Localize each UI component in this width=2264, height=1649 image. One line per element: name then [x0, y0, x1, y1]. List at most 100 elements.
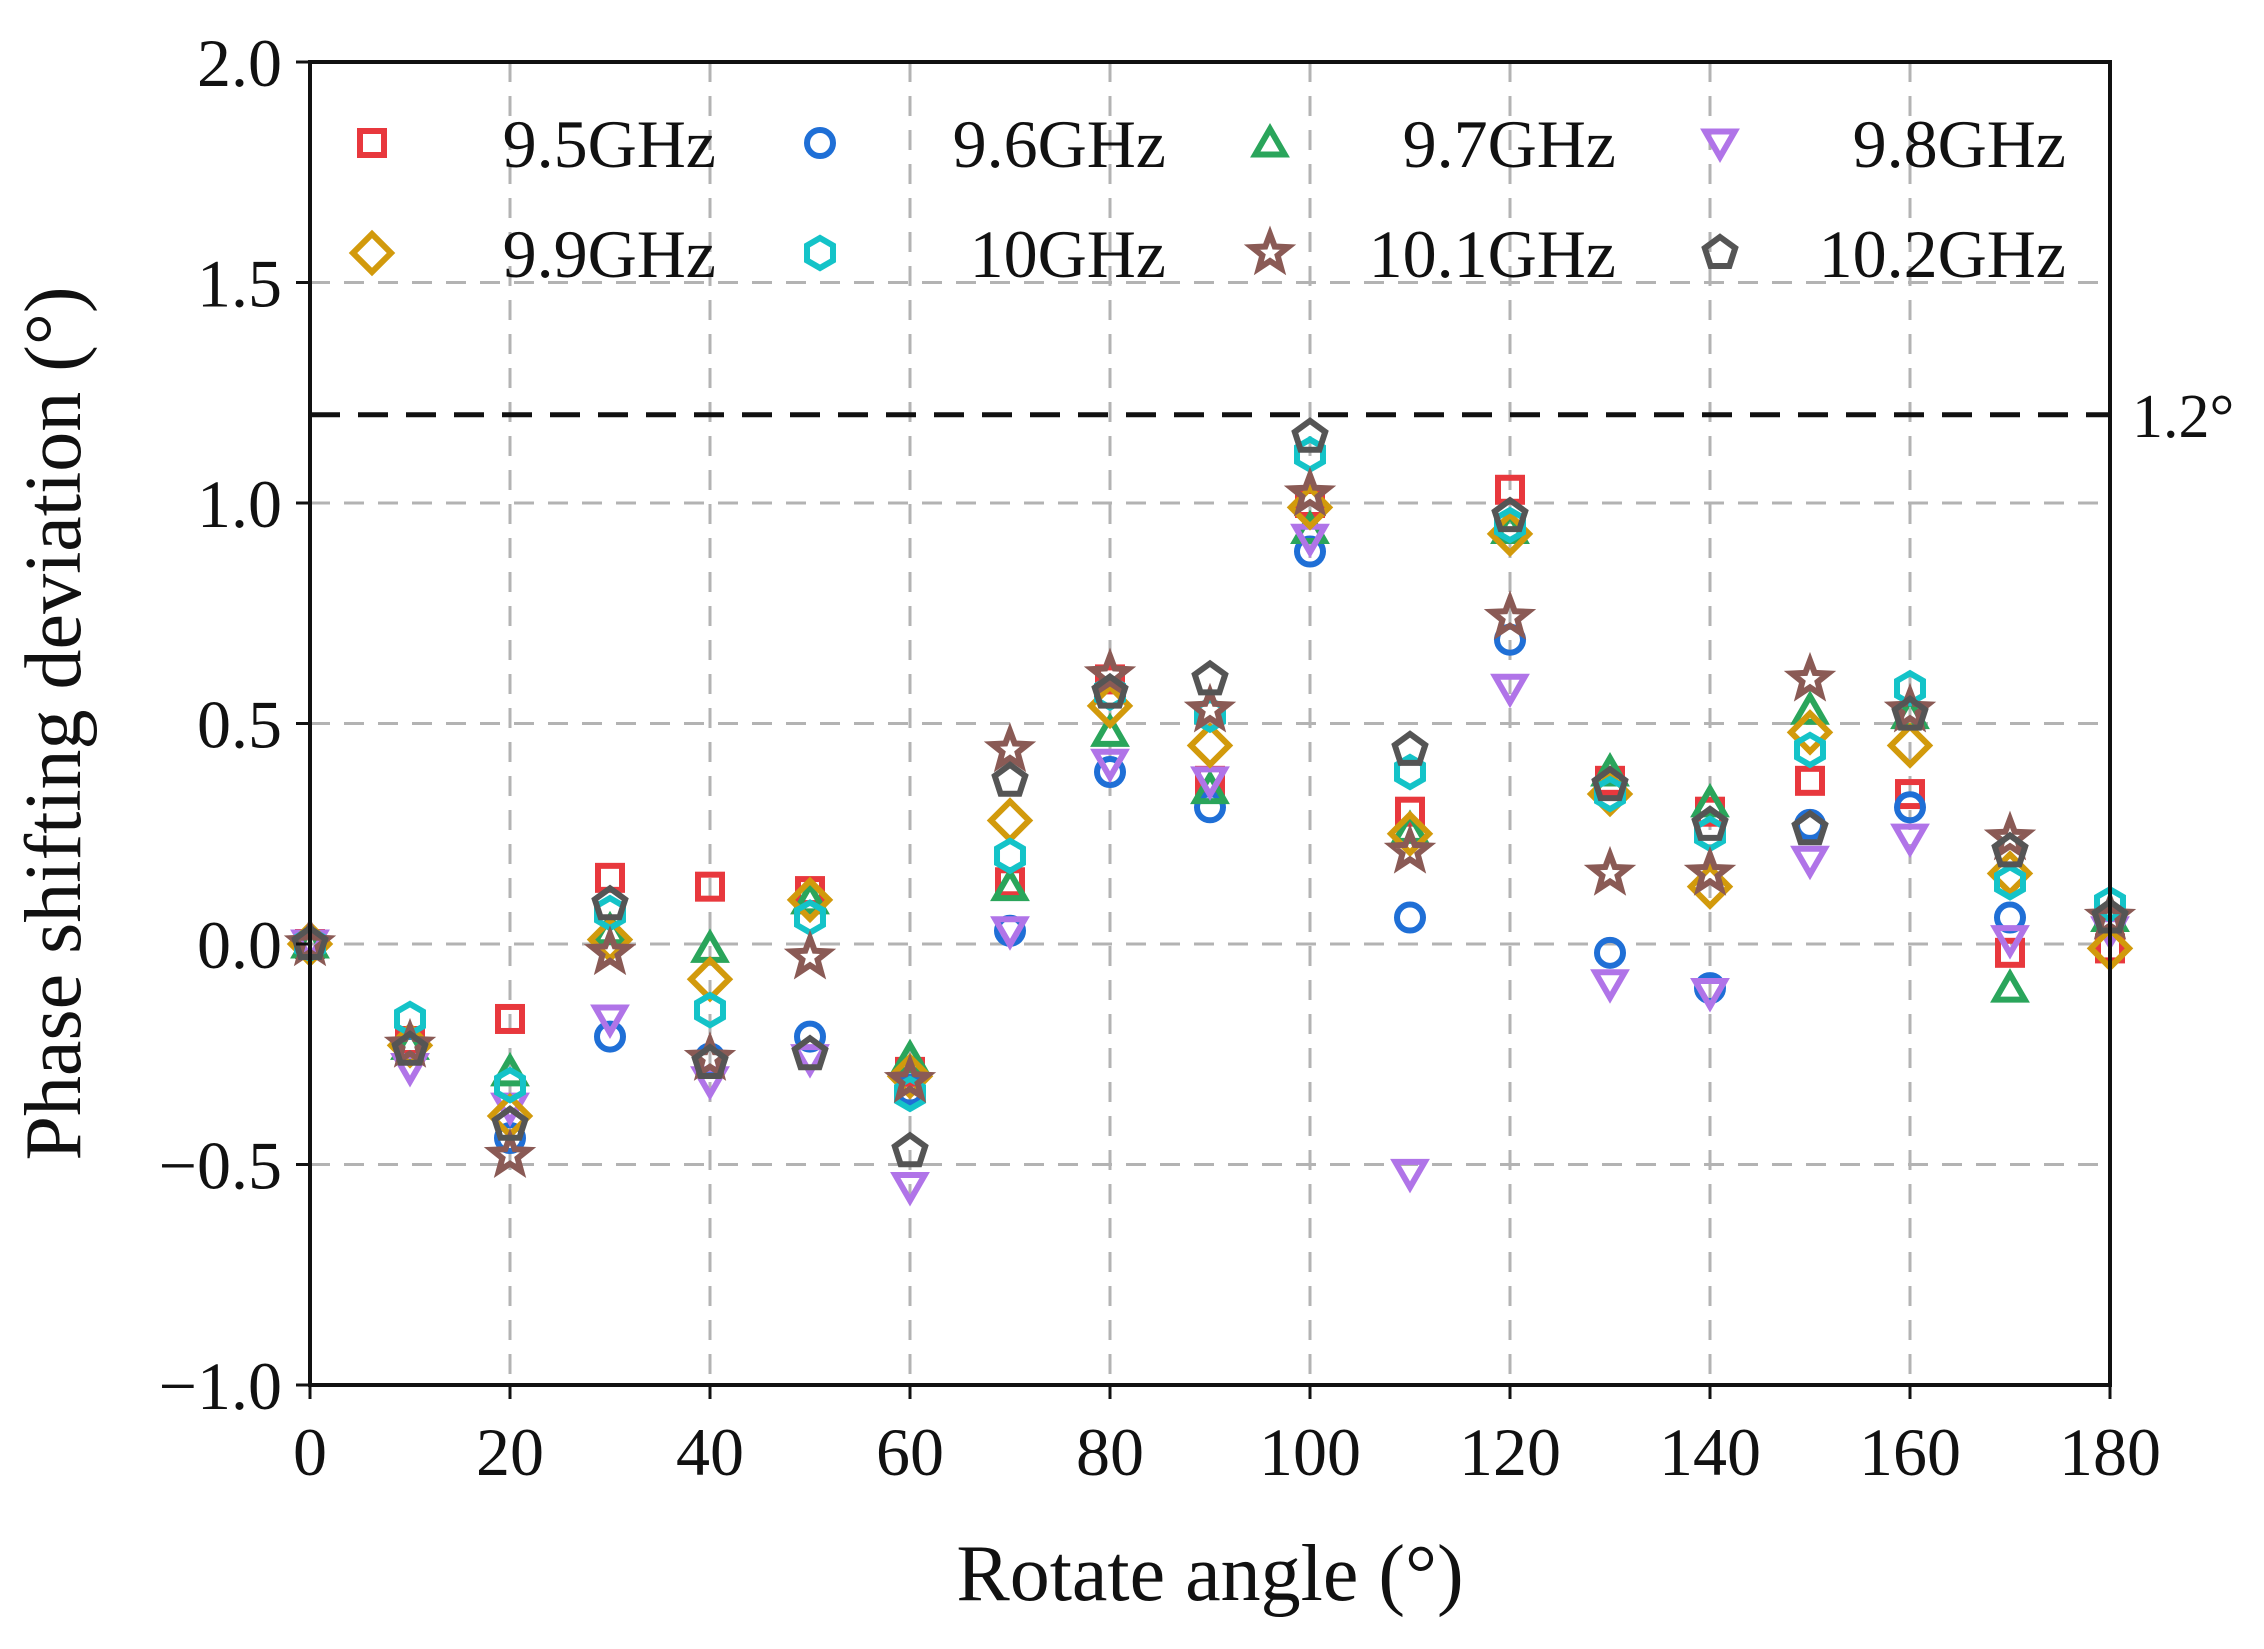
data-point	[694, 991, 726, 1029]
data-point	[786, 876, 834, 924]
data-point	[383, 1017, 437, 1068]
data-point	[1991, 831, 2029, 868]
x-tick-label: 40	[676, 1414, 744, 1490]
data-point	[683, 1031, 737, 1081]
legend-marker	[357, 128, 387, 158]
data-point	[1090, 748, 1130, 784]
data-point	[1795, 765, 1825, 796]
data-point	[1286, 484, 1334, 531]
data-point	[1990, 968, 2030, 1003]
x-tick-label: 160	[1859, 1414, 1961, 1490]
data-point	[790, 1044, 830, 1079]
data-point	[1994, 863, 2026, 901]
legend-item: 9.9GHz	[348, 216, 716, 292]
data-point	[1390, 1158, 1430, 1194]
y-tick-label: 1.5	[197, 246, 282, 322]
data-point	[495, 1003, 525, 1034]
data-point	[1691, 805, 1729, 841]
data-point	[1886, 722, 1934, 769]
data-point	[1383, 823, 1437, 874]
x-tick-label: 100	[1259, 1414, 1361, 1490]
data-point	[491, 1105, 529, 1141]
data-point	[1186, 722, 1234, 769]
data-point	[1591, 765, 1629, 802]
legend-marker	[1700, 128, 1740, 164]
y-axis-label: Phase shifting deviation (°)	[10, 286, 98, 1160]
x-tick-label: 180	[2059, 1414, 2161, 1490]
data-point	[691, 1043, 729, 1080]
data-point	[983, 722, 1037, 773]
data-point	[1394, 753, 1426, 791]
legend-label: 9.5GHz	[503, 106, 716, 182]
data-point	[1391, 730, 1429, 766]
data-point	[890, 1172, 930, 1207]
legend-label: 10GHz	[970, 216, 1166, 292]
x-tick-label: 0	[293, 1414, 327, 1490]
data-point	[791, 1034, 829, 1071]
data-point	[1895, 779, 1925, 810]
data-point	[1094, 756, 1126, 789]
legend-marker	[804, 127, 836, 159]
series-9.8GHz	[290, 523, 2130, 1207]
x-axis-ticks: 0 20 40 60 80 100 120 140 160 180	[293, 1385, 2161, 1490]
data-point	[894, 1075, 926, 1113]
data-point	[986, 797, 1034, 844]
legend-item: 9.7GHz	[1250, 106, 1616, 182]
legend-item: 9.5GHz	[357, 106, 716, 182]
data-point	[1190, 769, 1230, 805]
legend-label: 9.9GHz	[503, 216, 716, 292]
data-point	[1490, 673, 1530, 709]
x-tick-label: 140	[1659, 1414, 1761, 1490]
data-point	[994, 837, 1026, 875]
legend-item: 9.6GHz	[804, 106, 1166, 182]
data-point	[1590, 969, 1630, 1004]
data-point	[1990, 925, 2030, 960]
legend-marker	[348, 229, 396, 277]
legend-label: 9.7GHz	[1403, 106, 1616, 182]
data-point	[1095, 664, 1125, 695]
legend-marker	[804, 234, 836, 272]
series-9.6GHz	[294, 535, 2126, 1155]
y-tick-label: −1.0	[159, 1348, 282, 1424]
data-point	[1891, 694, 1929, 731]
reference-line-label: 1.2°	[2132, 383, 2234, 451]
data-point	[1191, 659, 1229, 696]
data-point	[1790, 845, 1830, 881]
data-point	[1590, 752, 1630, 787]
legend-marker	[1701, 233, 1739, 269]
data-point	[1690, 978, 1730, 1013]
legend-item: 10GHz	[804, 216, 1166, 292]
data-point	[783, 929, 837, 980]
data-point	[1183, 682, 1237, 733]
data-point	[1686, 863, 1734, 910]
legend-label: 9.8GHz	[1853, 106, 2066, 182]
y-tick-label: 2.0	[197, 25, 282, 101]
y-tick-label: 0.5	[197, 687, 282, 763]
data-point	[1790, 690, 1830, 725]
data-point	[483, 1128, 537, 1178]
y-axis-ticks: 2.0 1.5 1.0 0.5 0.0 −0.5 −1.0	[159, 25, 310, 1424]
data-point	[1090, 712, 1130, 747]
data-point	[1386, 810, 1434, 857]
legend-label: 10.2GHz	[1819, 216, 2066, 292]
data-point	[1995, 937, 2025, 968]
data-point	[991, 761, 1029, 797]
data-point	[594, 1020, 626, 1053]
x-tick-label: 60	[876, 1414, 944, 1490]
data-point	[883, 1053, 937, 1103]
legend-label: 10.1GHz	[1369, 216, 1616, 292]
data-point	[790, 879, 830, 915]
y-tick-label: 1.0	[197, 466, 282, 542]
data-point	[990, 916, 1030, 951]
data-point	[1894, 791, 1926, 824]
x-tick-label: 20	[476, 1414, 544, 1490]
data-point	[1894, 669, 1926, 707]
data-point	[1491, 496, 1529, 533]
legend-marker	[1250, 122, 1290, 158]
legend-marker	[1243, 225, 1297, 276]
y-tick-label: −0.5	[159, 1128, 282, 1204]
legend-item: 9.8GHz	[1700, 106, 2066, 182]
series-9.9GHz	[286, 484, 2134, 1140]
data-point	[1794, 731, 1826, 769]
